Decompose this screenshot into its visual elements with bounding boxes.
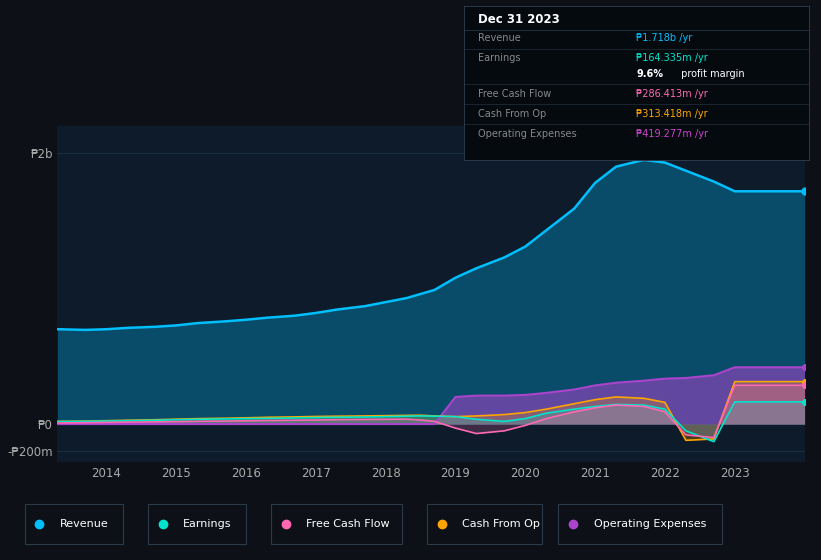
Text: Operating Expenses: Operating Expenses: [594, 519, 706, 529]
Text: 9.6%: 9.6%: [636, 69, 663, 79]
Text: Earnings: Earnings: [478, 53, 521, 63]
Text: profit margin: profit margin: [677, 69, 745, 79]
Text: Revenue: Revenue: [478, 34, 521, 43]
Text: ₱313.418m /yr: ₱313.418m /yr: [636, 109, 708, 119]
Text: Revenue: Revenue: [60, 519, 108, 529]
Text: ₱1.718b /yr: ₱1.718b /yr: [636, 34, 693, 43]
Text: ₱419.277m /yr: ₱419.277m /yr: [636, 129, 709, 139]
Text: Operating Expenses: Operating Expenses: [478, 129, 576, 139]
Text: ₱286.413m /yr: ₱286.413m /yr: [636, 88, 708, 99]
Text: Free Cash Flow: Free Cash Flow: [478, 88, 551, 99]
Text: Free Cash Flow: Free Cash Flow: [306, 519, 390, 529]
Text: Cash From Op: Cash From Op: [462, 519, 540, 529]
Text: ₱164.335m /yr: ₱164.335m /yr: [636, 53, 708, 63]
Text: Dec 31 2023: Dec 31 2023: [478, 13, 559, 26]
Text: Earnings: Earnings: [183, 519, 232, 529]
Text: Cash From Op: Cash From Op: [478, 109, 546, 119]
